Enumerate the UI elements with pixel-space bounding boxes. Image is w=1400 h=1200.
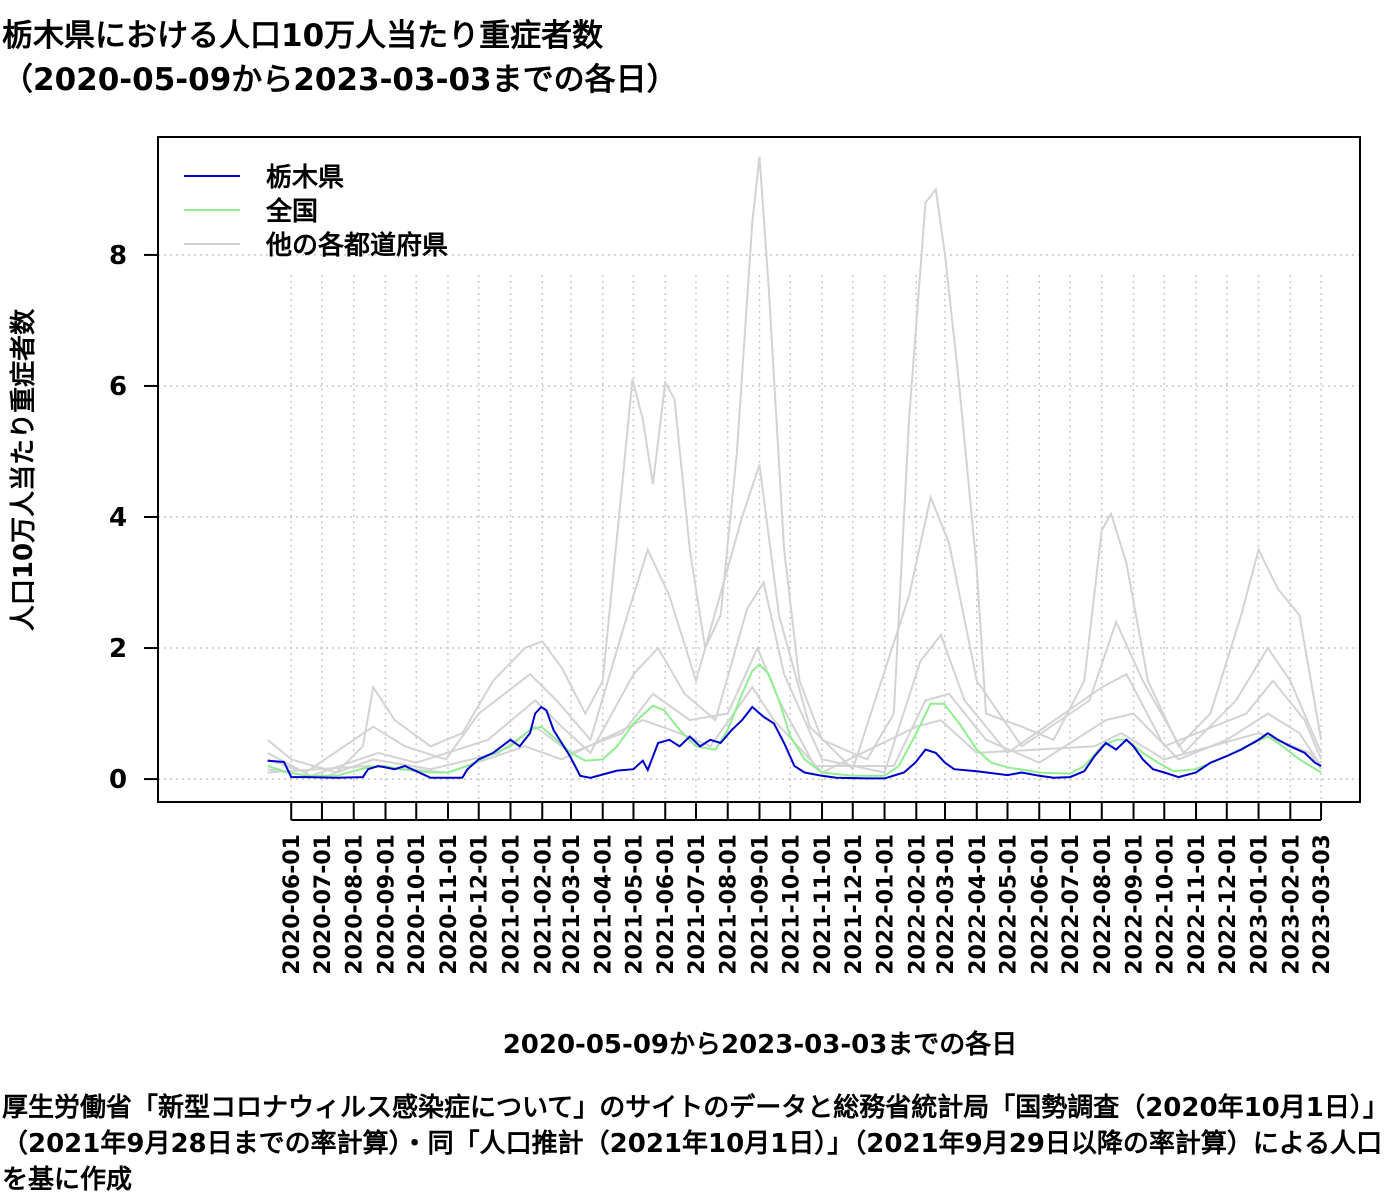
x-tick-label: 2021-09-01 [749,834,774,975]
series-line-others [267,685,1322,774]
legend-label-prefecture: 栃木県 [266,163,344,193]
series-prefecture [267,705,1322,780]
series-line-prefecture [267,705,1322,780]
x-tick-label: 2023-03-03 [1310,834,1335,975]
x-tick-label: 2022-03-01 [934,834,959,975]
x-tick-label: 2022-08-01 [1091,834,1116,975]
x-tick-label: 2021-06-01 [654,834,679,975]
y-tick-label: 4 [109,503,127,533]
y-tick-label: 2 [109,634,127,664]
x-tick-label: 2022-01-01 [874,834,899,975]
x-tick-label: 2021-02-01 [531,834,556,975]
x-tick-label: 2020-07-01 [311,834,336,975]
x-tick-label: 2021-01-01 [500,834,525,975]
y-axis-label: 人口10万人当たり重症者数 [8,308,39,631]
grid [158,254,1360,802]
x-tick-label: 2021-03-01 [560,834,585,975]
series-line-others [267,579,1323,777]
x-axis: 2020-06-01 2020-07-01 2020-08-01 2020-09-01… [280,802,1335,975]
y-axis: 0 2 4 6 8 [109,241,158,795]
y-tick-label: 8 [109,241,127,271]
chart-subtitle: （2020-05-09から2023-03-03までの各日） [2,62,678,98]
x-tick-label: 2021-08-01 [717,834,742,975]
x-tick-label: 2020-06-01 [280,834,305,975]
x-tick-label: 2020-09-01 [374,834,399,975]
x-tick-label: 2022-02-01 [905,834,930,975]
x-axis-label: 2020-05-09から2023-03-03までの各日 [502,1030,1018,1060]
source-note: 厚生労働省「新型コロナウィルス感染症について」のサイトのデータと総務省統計局「国… [2,1093,1389,1195]
x-tick-label: 2022-06-01 [1028,834,1053,975]
y-tick-label: 6 [109,372,127,402]
x-tick-label: 2021-11-01 [811,834,836,975]
x-tick-label: 2020-11-01 [437,834,462,975]
x-tick-label: 2022-07-01 [1059,834,1084,975]
x-tick-label: 2022-11-01 [1185,834,1210,975]
x-tick-label: 2023-02-01 [1279,834,1304,975]
x-tick-label: 2021-12-01 [842,834,867,975]
legend-label-national: 全国 [265,196,318,227]
chart-title: 栃木県における人口10万人当たり重症者数 （2020-05-09から2023-0… [2,14,678,102]
x-tick-label: 2021-05-01 [622,834,647,975]
x-tick-label: 2020-10-01 [405,834,430,975]
series-others [266,156,1323,779]
chart-title-line1: 栃木県における人口10万人当たり重症者数 [2,18,604,54]
legend-label-others: 他の各都道府県 [265,230,448,261]
x-tick-label: 2022-12-01 [1216,834,1241,975]
series-line-others [267,464,1323,774]
x-tick-label: 2023-01-01 [1248,834,1273,975]
x-tick-label: 2022-10-01 [1153,834,1178,975]
x-tick-label: 2021-07-01 [685,834,710,975]
x-tick-label: 2020-08-01 [343,834,368,975]
x-tick-label: 2022-09-01 [1123,834,1148,975]
x-tick-label: 2022-05-01 [996,834,1021,975]
x-tick-label: 2021-04-01 [592,834,617,975]
x-tick-label: 2021-10-01 [779,834,804,975]
series-line-others [266,156,1323,774]
y-tick-label: 0 [109,765,127,795]
x-tick-label: 2020-12-01 [468,834,493,975]
x-tick-label: 2022-04-01 [966,834,991,975]
